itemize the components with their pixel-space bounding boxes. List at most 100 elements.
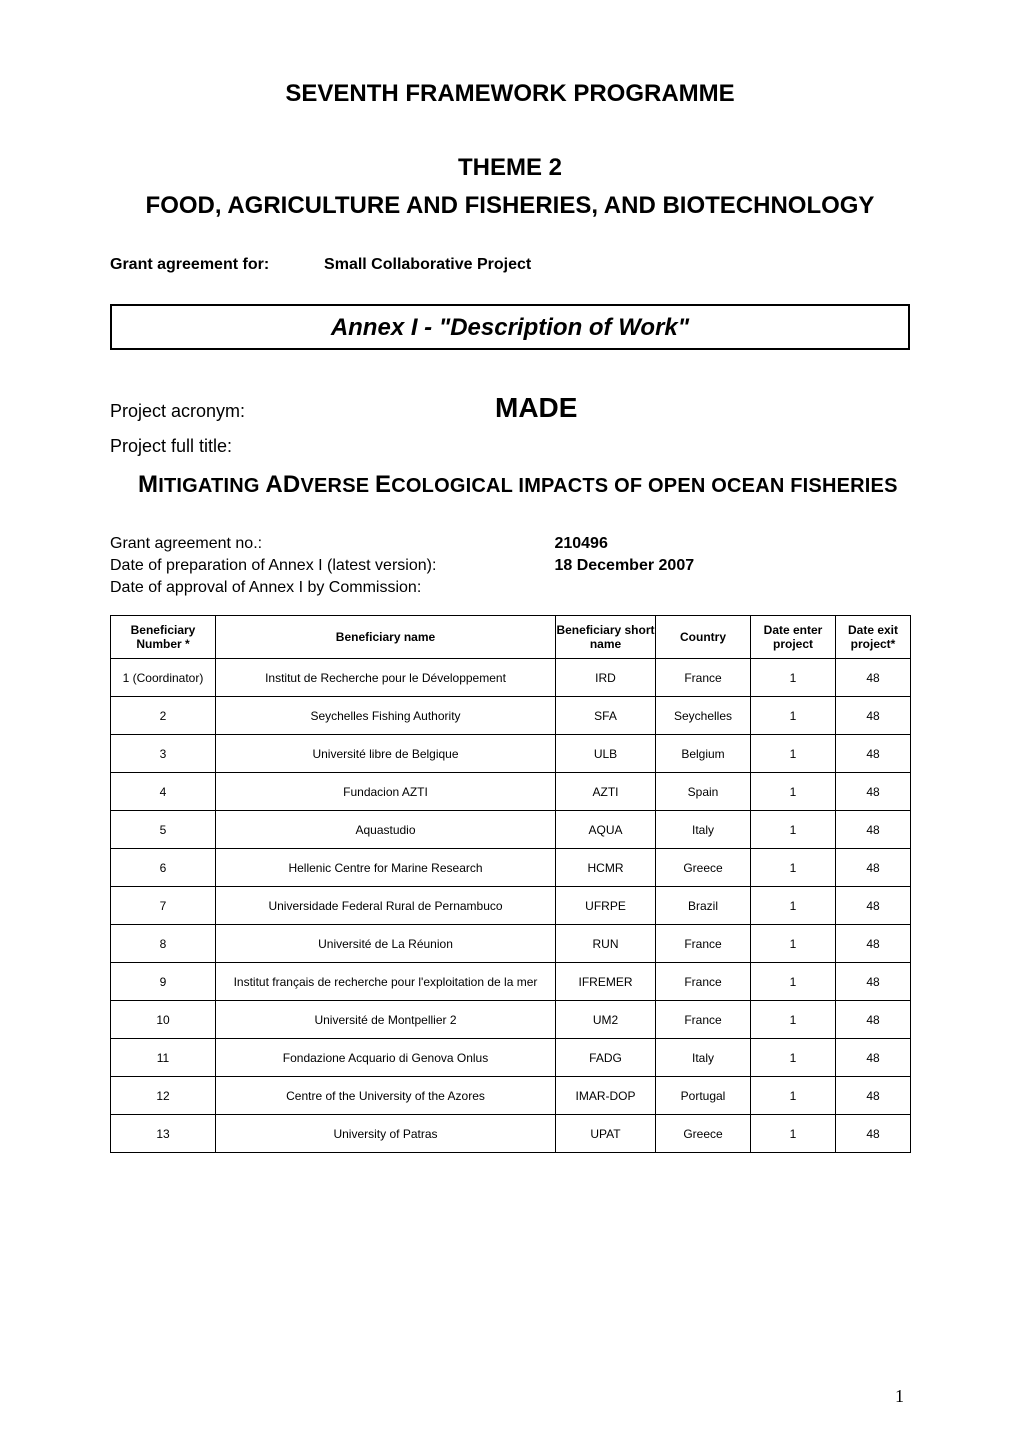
cell-exit: 48 — [836, 773, 911, 811]
cell-short: RUN — [556, 925, 656, 963]
title-part-2: VERSE — [300, 475, 375, 497]
cell-number: 12 — [111, 1077, 216, 1115]
cell-short: UM2 — [556, 1001, 656, 1039]
title-part-AD: AD — [265, 471, 300, 498]
table-row: 6 Hellenic Centre for Marine Research HC… — [111, 849, 911, 887]
cell-number: 8 — [111, 925, 216, 963]
cell-exit: 48 — [836, 887, 911, 925]
table-row: 7 Universidade Federal Rural de Pernambu… — [111, 887, 911, 925]
cell-number: 4 — [111, 773, 216, 811]
cell-country: Italy — [656, 811, 751, 849]
cell-number: 5 — [111, 811, 216, 849]
cell-enter: 1 — [751, 773, 836, 811]
th-name: Beneficiary name — [216, 616, 556, 659]
th-exit: Date exit project* — [836, 616, 911, 659]
cell-country: Greece — [656, 849, 751, 887]
cell-short: AQUA — [556, 811, 656, 849]
cell-short: IRD — [556, 659, 656, 697]
cell-country: Belgium — [656, 735, 751, 773]
cell-country: Greece — [656, 1115, 751, 1153]
project-acronym-label: Project acronym: — [110, 401, 490, 422]
page-number: 1 — [895, 1386, 904, 1407]
cell-name: Centre of the University of the Azores — [216, 1077, 556, 1115]
grant-agreement-value: Small Collaborative Project — [324, 256, 531, 273]
table-row: 3 Université libre de Belgique ULB Belgi… — [111, 735, 911, 773]
cell-number: 2 — [111, 697, 216, 735]
cell-exit: 48 — [836, 811, 911, 849]
cell-short: FADG — [556, 1039, 656, 1077]
project-acronym-line: Project acronym: MADE — [110, 392, 910, 424]
cell-enter: 1 — [751, 1115, 836, 1153]
cell-country: Brazil — [656, 887, 751, 925]
meta-block: Grant agreement no.: 210496 Date of prep… — [110, 533, 910, 599]
table-header-row: Beneficiary Number * Beneficiary name Be… — [111, 616, 911, 659]
cell-enter: 1 — [751, 1001, 836, 1039]
grant-agreement-label: Grant agreement for: — [110, 256, 269, 273]
cell-enter: 1 — [751, 1077, 836, 1115]
th-country: Country — [656, 616, 751, 659]
project-acronym-value: MADE — [495, 392, 577, 423]
cell-country: France — [656, 925, 751, 963]
cell-enter: 1 — [751, 811, 836, 849]
th-shortname: Beneficiary short name — [556, 616, 656, 659]
cell-short: UPAT — [556, 1115, 656, 1153]
cell-number: 10 — [111, 1001, 216, 1039]
title-part-1: ITIGATING — [158, 475, 265, 497]
heading-3: FOOD, AGRICULTURE AND FISHERIES, AND BIO… — [110, 192, 910, 220]
grant-no-label: Grant agreement no.: — [110, 533, 550, 555]
table-row: 9 Institut français de recherche pour l'… — [111, 963, 911, 1001]
cell-name: Université libre de Belgique — [216, 735, 556, 773]
cell-enter: 1 — [751, 659, 836, 697]
table-row: 5 Aquastudio AQUA Italy 1 48 — [111, 811, 911, 849]
cell-enter: 1 — [751, 925, 836, 963]
table-row: 12 Centre of the University of the Azore… — [111, 1077, 911, 1115]
cell-short: ULB — [556, 735, 656, 773]
cell-country: Spain — [656, 773, 751, 811]
beneficiary-table: Beneficiary Number * Beneficiary name Be… — [110, 615, 911, 1153]
table-row: 4 Fundacion AZTI AZTI Spain 1 48 — [111, 773, 911, 811]
cell-name: Seychelles Fishing Authority — [216, 697, 556, 735]
cell-short: SFA — [556, 697, 656, 735]
cell-exit: 48 — [836, 925, 911, 963]
th-number: Beneficiary Number * — [111, 616, 216, 659]
table-row: 2 Seychelles Fishing Authority SFA Seych… — [111, 697, 911, 735]
cell-number: 13 — [111, 1115, 216, 1153]
project-full-title-label: Project full title: — [110, 436, 910, 457]
cell-country: Seychelles — [656, 697, 751, 735]
cell-number: 1 (Coordinator) — [111, 659, 216, 697]
cell-country: Italy — [656, 1039, 751, 1077]
cell-number: 7 — [111, 887, 216, 925]
cell-name: Fondazione Acquario di Genova Onlus — [216, 1039, 556, 1077]
cell-short: AZTI — [556, 773, 656, 811]
table-row: 1 (Coordinator) Institut de Recherche po… — [111, 659, 911, 697]
title-part-E: E — [375, 471, 391, 498]
cell-short: UFRPE — [556, 887, 656, 925]
cell-enter: 1 — [751, 1039, 836, 1077]
cell-exit: 48 — [836, 659, 911, 697]
table-row: 10 Université de Montpellier 2 UM2 Franc… — [111, 1001, 911, 1039]
cell-name: University of Patras — [216, 1115, 556, 1153]
cell-enter: 1 — [751, 697, 836, 735]
cell-name: Hellenic Centre for Marine Research — [216, 849, 556, 887]
cell-country: France — [656, 963, 751, 1001]
cell-exit: 48 — [836, 1077, 911, 1115]
grant-agreement-line: Grant agreement for: Small Collaborative… — [110, 256, 910, 274]
cell-country: France — [656, 659, 751, 697]
cell-exit: 48 — [836, 697, 911, 735]
prep-date-value: 18 December 2007 — [554, 555, 694, 577]
table-row: 8 Université de La Réunion RUN France 1 … — [111, 925, 911, 963]
title-part-M: M — [138, 471, 158, 498]
cell-exit: 48 — [836, 1001, 911, 1039]
cell-number: 11 — [111, 1039, 216, 1077]
table-head: Beneficiary Number * Beneficiary name Be… — [111, 616, 911, 659]
cell-short: HCMR — [556, 849, 656, 887]
cell-country: France — [656, 1001, 751, 1039]
heading-1: SEVENTH FRAMEWORK PROGRAMME — [110, 80, 910, 108]
cell-enter: 1 — [751, 849, 836, 887]
cell-number: 3 — [111, 735, 216, 773]
cell-name: Université de La Réunion — [216, 925, 556, 963]
table-row: 13 University of Patras UPAT Greece 1 48 — [111, 1115, 911, 1153]
cell-name: Université de Montpellier 2 — [216, 1001, 556, 1039]
cell-exit: 48 — [836, 963, 911, 1001]
prep-date-label: Date of preparation of Annex I (latest v… — [110, 555, 550, 577]
